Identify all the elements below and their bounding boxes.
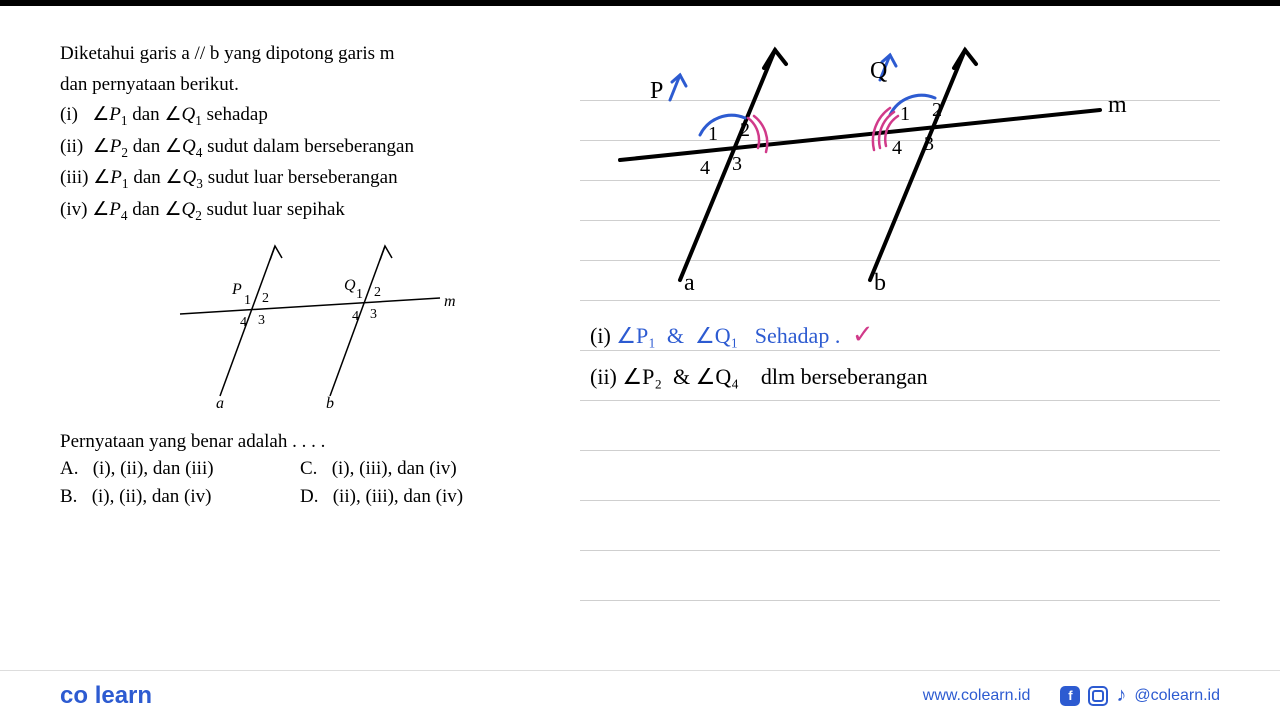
question-line: Pernyataan yang benar adalah . . . . — [60, 431, 560, 453]
svg-text:2: 2 — [374, 285, 381, 300]
footer-url: www.colearn.id — [923, 687, 1031, 705]
ans-ii-text: ∠P₂ & ∠Q₄ dlm berseberangan — [622, 364, 927, 389]
option-d: D. (ii), (iii), dan (iv) — [300, 483, 540, 512]
problem-text: Diketahui garis a // b yang dipotong gar… — [60, 40, 560, 226]
svg-text:Q: Q — [870, 58, 887, 84]
notes-column: P Q m a b 12 43 12 43 (i) ∠P₁ & ∠Q₁ Seha… — [580, 40, 1250, 640]
options-block: A. (i), (ii), dan (iii) C. (i), (iii), d… — [60, 455, 560, 512]
option-b: B. (i), (ii), dan (iv) — [60, 483, 300, 512]
option-c: C. (i), (iii), dan (iv) — [300, 455, 540, 484]
svg-text:3: 3 — [924, 133, 934, 155]
footer-bar: co learn www.colearn.id f ♪ @colearn.id — [0, 670, 1280, 720]
hand-answers: (i) ∠P₁ & ∠Q₁ Sehadap . ✓ (ii) ∠P₂ & ∠Q₄… — [580, 320, 1250, 390]
problem-line-1: Diketahui garis a // b yang dipotong gar… — [60, 40, 560, 69]
svg-text:1: 1 — [708, 123, 718, 145]
printed-diagram-svg: P Q m a b 12 43 12 43 — [160, 236, 460, 416]
ans-ii-prefix: (ii) — [590, 364, 617, 389]
checkmark-icon: ✓ — [852, 320, 874, 349]
svg-text:1: 1 — [244, 293, 251, 308]
problem-line-2: dan pernyataan berikut. — [60, 71, 560, 100]
logo-learn: learn — [95, 682, 152, 709]
svg-text:b: b — [874, 270, 886, 296]
svg-text:m: m — [1108, 92, 1127, 118]
svg-text:P: P — [650, 78, 663, 104]
svg-text:1: 1 — [900, 103, 910, 125]
hand-diagram-svg: P Q m a b 12 43 12 43 — [580, 40, 1180, 300]
social-icons: f ♪ @colearn.id — [1060, 684, 1220, 707]
tiktok-icon: ♪ — [1116, 684, 1126, 707]
instagram-icon — [1088, 686, 1108, 706]
problem-item-iv: (iv) ∠P4 dan ∠Q2 sudut luar sepihak — [60, 196, 560, 226]
problem-item-ii: (ii) ∠P2 dan ∠Q4 sudut dalam berseberang… — [60, 133, 560, 163]
problem-item-i: (i) ∠P1 dan ∠Q1 sehadap — [60, 101, 560, 131]
item-num: (iv) — [60, 199, 87, 220]
top-black-bar — [0, 0, 1280, 6]
svg-text:4: 4 — [700, 157, 710, 179]
option-a: A. (i), (ii), dan (iii) — [60, 455, 300, 484]
svg-text:4: 4 — [240, 315, 247, 330]
svg-text:m: m — [444, 293, 456, 310]
footer-right: www.colearn.id f ♪ @colearn.id — [923, 684, 1220, 707]
opt-c-text: (i), (iii), dan (iv) — [332, 458, 457, 479]
svg-text:4: 4 — [892, 137, 902, 159]
svg-text:1: 1 — [356, 287, 363, 302]
logo-co: co — [60, 682, 88, 709]
ans-i-prefix: (i) — [590, 323, 611, 348]
item-num: (ii) — [60, 136, 83, 157]
svg-text:a: a — [216, 395, 224, 412]
ans-i-text: ∠P₁ & ∠Q₁ Sehadap . — [616, 323, 840, 348]
svg-text:P: P — [231, 281, 242, 298]
facebook-icon: f — [1060, 686, 1080, 706]
svg-text:2: 2 — [932, 99, 942, 121]
svg-text:2: 2 — [740, 119, 750, 141]
problem-column: Diketahui garis a // b yang dipotong gar… — [60, 40, 580, 640]
item-num: (i) — [60, 104, 78, 125]
svg-text:4: 4 — [352, 309, 359, 324]
svg-text:Q: Q — [344, 277, 356, 294]
svg-text:3: 3 — [732, 153, 742, 175]
opt-b-text: (i), (ii), dan (iv) — [92, 486, 212, 507]
svg-text:a: a — [684, 270, 695, 296]
answer-line-i: (i) ∠P₁ & ∠Q₁ Sehadap . ✓ — [590, 320, 1250, 350]
svg-text:3: 3 — [370, 307, 377, 322]
brand-logo: co learn — [60, 682, 152, 710]
opt-d-text: (ii), (iii), dan (iv) — [333, 486, 463, 507]
footer-handle: @colearn.id — [1134, 687, 1220, 705]
svg-text:b: b — [326, 395, 334, 412]
problem-item-iii: (iii) ∠P1 dan ∠Q3 sudut luar berseberang… — [60, 164, 560, 194]
svg-text:3: 3 — [258, 313, 265, 328]
printed-diagram: P Q m a b 12 43 12 43 — [160, 236, 560, 421]
svg-text:2: 2 — [262, 291, 269, 306]
main-content: Diketahui garis a // b yang dipotong gar… — [0, 0, 1280, 640]
item-num: (iii) — [60, 167, 89, 188]
answer-line-ii: (ii) ∠P₂ & ∠Q₄ dlm berseberangan — [590, 364, 1250, 390]
opt-a-text: (i), (ii), dan (iii) — [93, 458, 214, 479]
hand-diagram: P Q m a b 12 43 12 43 — [580, 40, 1250, 300]
